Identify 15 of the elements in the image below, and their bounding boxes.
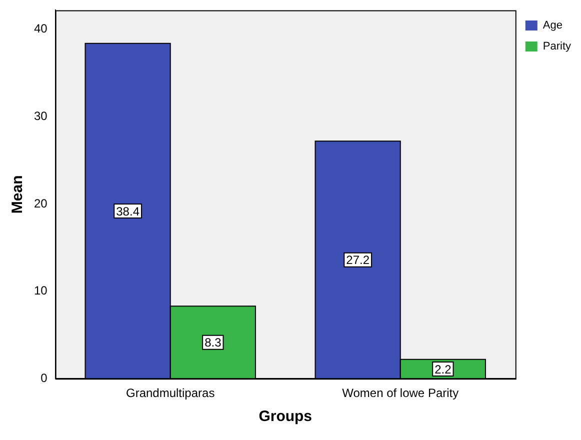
y-tick-label: 20 [34,196,48,210]
data-label: 27.2 [346,253,370,268]
x-tick-label: Grandmultiparas [126,386,215,400]
legend-label: Parity [542,40,572,53]
y-tick-label: 40 [34,22,48,36]
x-axis-title: Groups [258,408,312,426]
y-tick-label: 30 [34,109,48,124]
legend-label: Age [542,20,562,32]
y-tick-label: 10 [34,284,48,298]
data-label: 38.4 [116,204,140,218]
y-tick-label: 0 [40,370,48,385]
x-tick-label: Women of lowe Parity [342,386,459,400]
y-axis-title: Mean [9,175,26,214]
data-label: 8.3 [204,336,222,350]
data-label: 2.2 [434,362,452,376]
